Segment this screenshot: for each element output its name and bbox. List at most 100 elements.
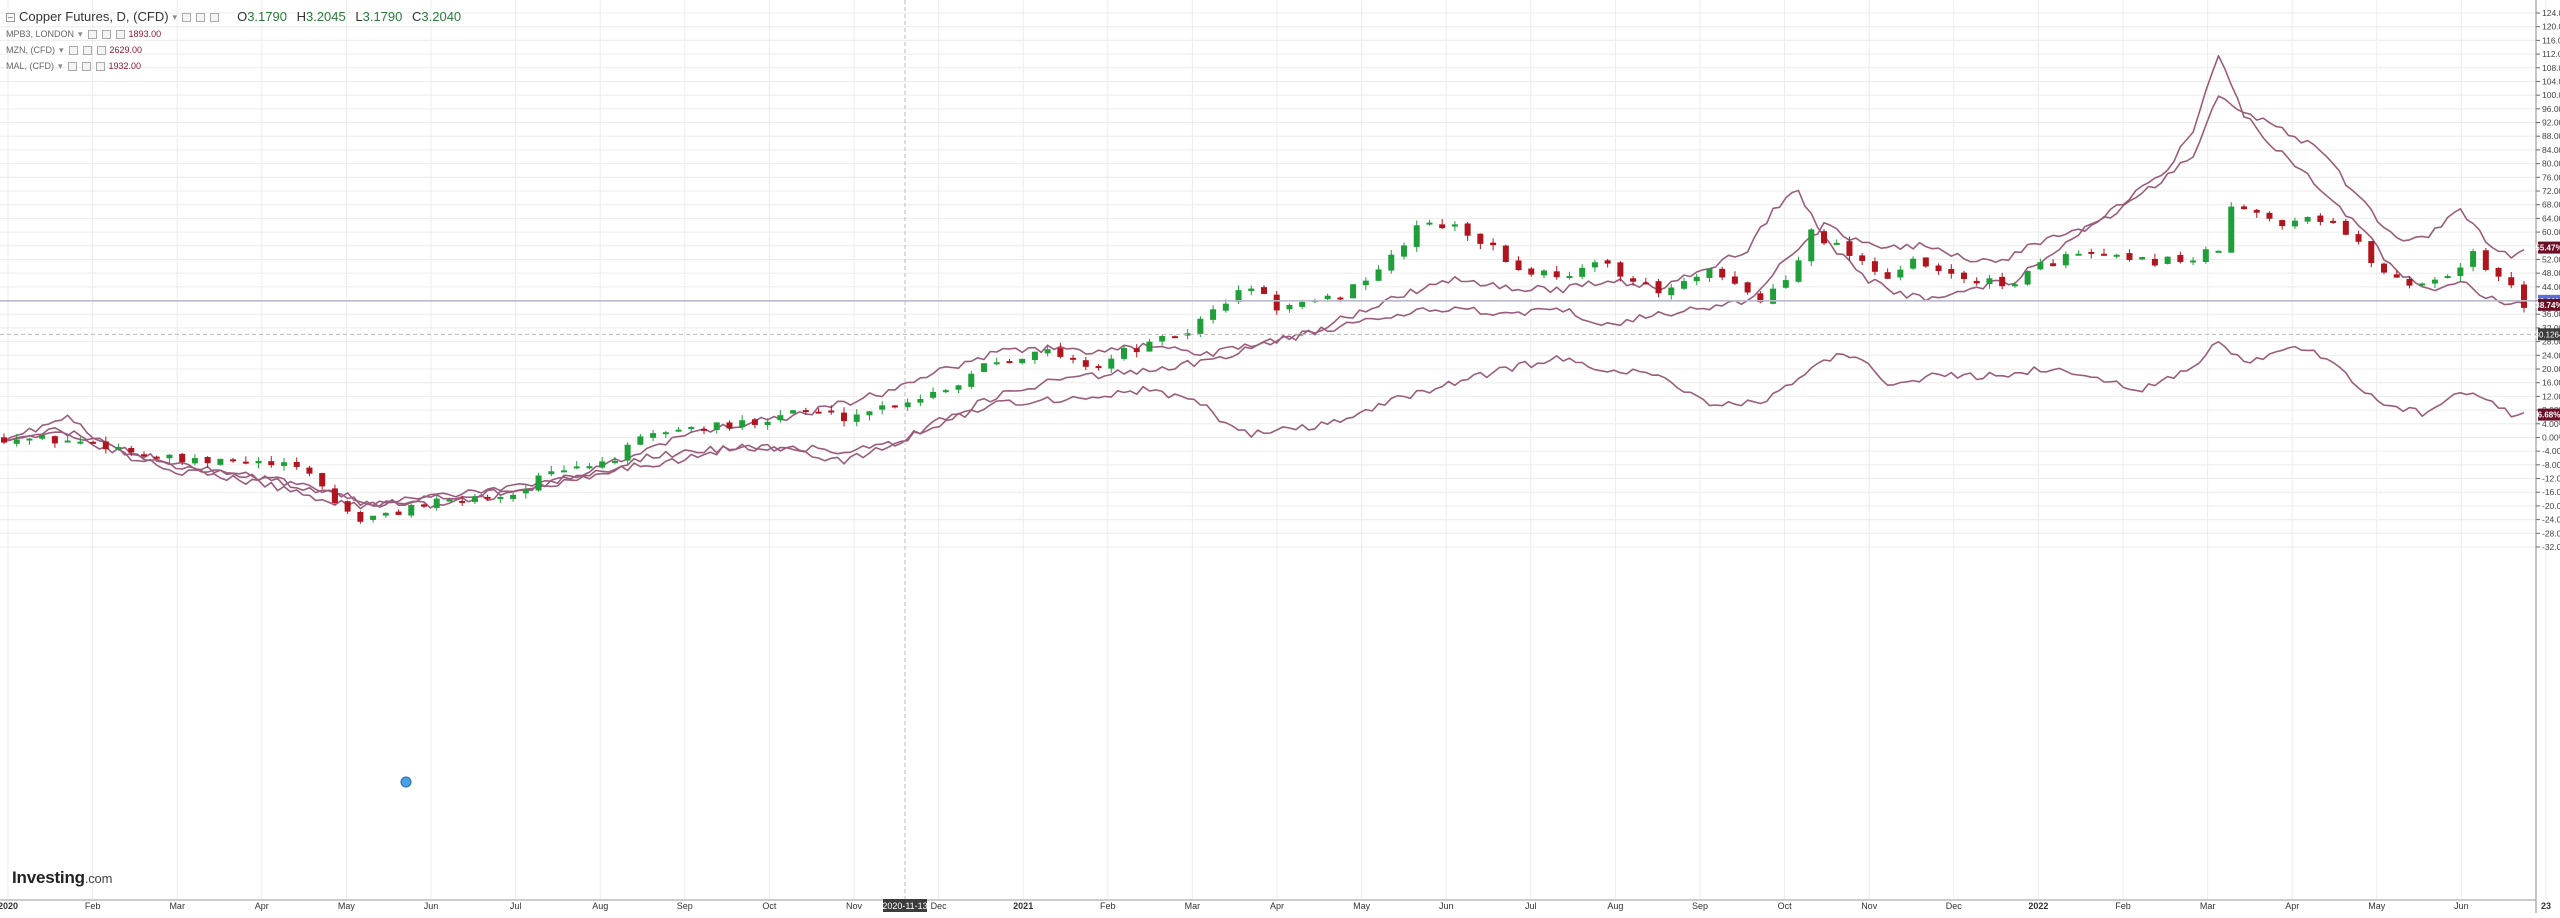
candle-body — [2279, 220, 2286, 227]
candle-body — [1706, 268, 1713, 279]
y-tick-label: 72.00% — [2542, 186, 2560, 196]
hide-icon[interactable] — [81, 61, 91, 71]
legend-main-name[interactable]: Copper Futures, D, (CFD) — [19, 9, 169, 24]
candle-body — [955, 385, 962, 390]
candle-body — [2482, 250, 2489, 270]
candle-body — [1744, 282, 1751, 293]
candle-body — [726, 422, 733, 429]
remove-icon[interactable] — [210, 12, 220, 22]
candle-body — [1286, 304, 1293, 310]
dropdown-icon[interactable]: ▾ — [172, 12, 178, 22]
legend-compare-row-2[interactable]: MZN, (CFD) ▾ 2629.00 — [6, 42, 461, 58]
candle-body — [242, 461, 249, 464]
candle-body — [77, 441, 84, 444]
candle-body — [1273, 294, 1280, 311]
candle-body — [2190, 260, 2197, 263]
x-tick-label: Jun — [1439, 901, 1454, 911]
crosshair-date-label: 2020-11-13 — [882, 901, 927, 911]
remove-icon[interactable] — [95, 61, 105, 71]
legend-compare-name-1[interactable]: MPB3, LONDON — [6, 29, 75, 39]
grid — [0, 0, 2547, 899]
remove-icon[interactable] — [96, 45, 106, 55]
event-marker[interactable] — [400, 776, 412, 788]
candle-body — [675, 429, 682, 432]
y-tick-label: 0.00% — [2542, 432, 2560, 442]
candle-body — [2317, 215, 2324, 222]
y-tick-label: 104.00% — [2542, 76, 2560, 86]
settings-icon[interactable] — [68, 45, 78, 55]
ohlc-high-value: 3.2045 — [305, 9, 346, 24]
y-tick-label: -12.00% — [2542, 474, 2560, 484]
legend-compare-name-3[interactable]: MAL, (CFD) — [6, 61, 54, 71]
dropdown-icon[interactable]: ▾ — [78, 29, 83, 39]
candle-body — [2393, 274, 2400, 278]
candle-body — [522, 489, 529, 494]
hide-icon[interactable] — [82, 45, 92, 55]
candle-body — [1502, 245, 1509, 262]
hide-icon[interactable] — [196, 12, 206, 22]
candle-body — [2330, 220, 2337, 223]
y-tick-label: 48.00% — [2542, 268, 2560, 278]
x-tick-label: Apr — [255, 901, 269, 911]
y-tick-label: -4.00% — [2542, 446, 2560, 456]
candle-body — [561, 470, 567, 473]
collapse-icon[interactable] — [6, 12, 15, 22]
candle-body — [1261, 287, 1267, 294]
settings-icon[interactable] — [182, 12, 192, 22]
legend-compare-name-2[interactable]: MZN, (CFD) — [6, 45, 55, 55]
candle-body — [1375, 269, 1382, 281]
x-tick-label: Jun — [2454, 901, 2469, 911]
candle-body — [191, 458, 198, 464]
ohlc-close-value: 3.2040 — [421, 9, 462, 24]
legend-main-row[interactable]: Copper Futures, D, (CFD) ▾ O3.1790 H3.20… — [6, 8, 461, 26]
candle-body — [306, 467, 313, 474]
ohlc-low-key: L — [355, 9, 363, 24]
investing-logo[interactable]: Investing.com — [12, 868, 112, 888]
candle-body — [293, 461, 300, 467]
candle-body — [153, 456, 160, 459]
x-tick-label: Feb — [1100, 901, 1116, 911]
y-tick-label: 52.00% — [2542, 254, 2560, 264]
y-tick-label: 36.00% — [2542, 309, 2560, 319]
candle-body — [1439, 224, 1446, 229]
remove-icon[interactable] — [115, 29, 125, 39]
candle-body — [2050, 263, 2057, 267]
y-tick-label: 100.00% — [2542, 90, 2560, 100]
price-badge-label: 6.68% — [2538, 411, 2560, 420]
settings-icon[interactable] — [87, 29, 97, 39]
y-tick-label: 68.00% — [2542, 200, 2560, 210]
price-badge — [2538, 408, 2560, 421]
legend-compare-row-1[interactable]: MPB3, LONDON ▾ 1893.00 — [6, 26, 461, 42]
candle-body — [357, 511, 364, 522]
candle-body — [459, 500, 466, 503]
y-tick-label: 84.00% — [2542, 145, 2560, 155]
candle-body — [2088, 251, 2095, 254]
y-tick-label: 60.00% — [2542, 227, 2560, 237]
candle-body — [2241, 206, 2247, 210]
x-tick-label: Aug — [592, 901, 608, 911]
x-tick-label: Sep — [1692, 901, 1708, 911]
compare-line-3 — [3, 55, 2525, 507]
dropdown-icon[interactable]: ▾ — [58, 61, 63, 71]
settings-icon[interactable] — [67, 61, 77, 71]
candle-body — [1197, 318, 1204, 334]
x-tick-label: Jun — [424, 901, 439, 911]
candle-body — [1871, 261, 1878, 272]
candle-body — [2521, 284, 2527, 308]
hide-icon[interactable] — [101, 29, 111, 39]
candle-body — [13, 439, 20, 444]
legend-compare-row-3[interactable]: MAL, (CFD) ▾ 1932.00 — [6, 58, 461, 74]
candle-body — [1210, 309, 1217, 320]
candle-body — [370, 515, 377, 520]
crosshair-date-box — [883, 899, 927, 912]
dropdown-icon[interactable]: ▾ — [59, 45, 64, 55]
compare-line-1 — [3, 341, 2525, 510]
candle-body — [1133, 348, 1140, 353]
candle-body — [1922, 257, 1929, 267]
x-tick-label: Oct — [762, 901, 777, 911]
ohlc-values: O3.1790 H3.2045 L3.1790 C3.2040 — [231, 9, 461, 25]
candle-body — [281, 462, 287, 466]
event-marker-icon[interactable] — [400, 776, 412, 788]
